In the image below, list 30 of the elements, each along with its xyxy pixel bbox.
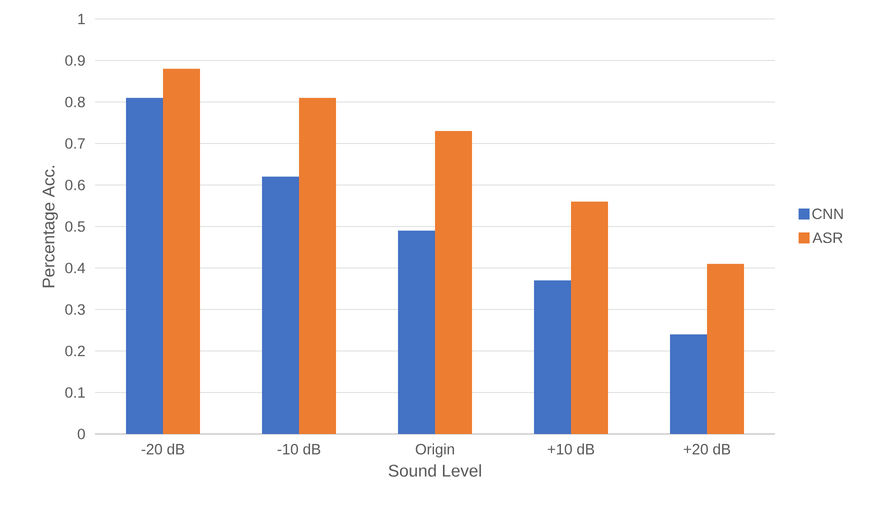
y-tick-label: 1 [78,14,85,24]
y-tick-label: 0.5 [65,221,85,232]
y-tick-label: 0 [78,428,85,440]
x-tick-label: +20 dB [684,444,730,454]
bar [163,68,200,434]
y-tick-label: 0.2 [65,346,85,356]
x-tick-label: -10 dB [278,444,320,454]
x-tick-label: +10 dB [548,444,594,454]
y-tick-label: 0.7 [65,138,85,149]
y-tick-label: 0.3 [65,304,85,315]
y-axis-title: Percentage Acc. [42,166,58,288]
bar [670,334,708,434]
legend-label: CNN [812,208,843,220]
x-tick-label: Origin [416,444,454,458]
y-tick-label: 0.6 [65,180,85,190]
bar [126,98,164,434]
x-axis-title: Sound Level [388,464,481,477]
bar [707,264,744,434]
bar [398,230,436,434]
y-tick-label: 0.1 [65,387,85,398]
y-tick-label: 0.4 [65,262,86,274]
bar [571,202,608,434]
legend-label: ASR [812,232,842,244]
x-tick-label: -20 dB [142,444,184,454]
bar [299,98,336,434]
y-tick-label: 0.9 [65,55,85,66]
bar [435,131,472,434]
y-tick-label: 0.8 [65,96,85,108]
bar [534,280,572,434]
bar [262,176,300,434]
